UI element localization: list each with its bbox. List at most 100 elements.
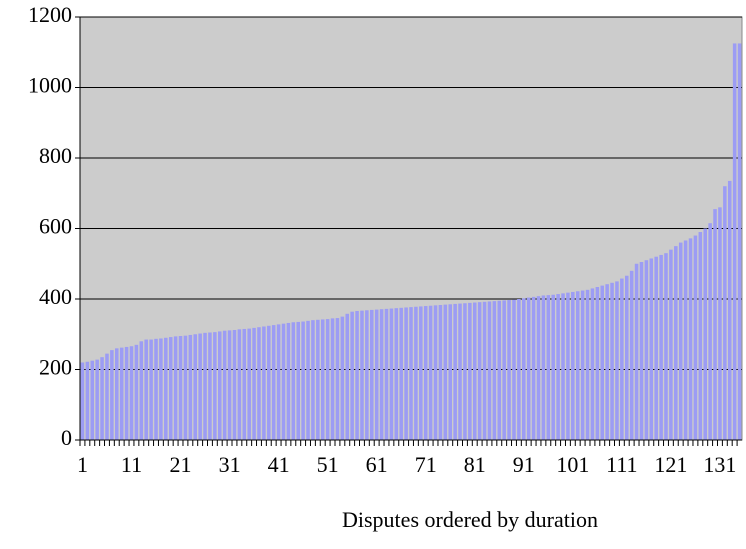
bar: [115, 348, 119, 440]
bar: [80, 362, 85, 440]
bar: [384, 308, 389, 440]
x-tick-label: 61: [366, 452, 388, 477]
bar: [154, 338, 158, 440]
bar: [311, 320, 315, 440]
bar: [389, 308, 394, 440]
bar: [247, 328, 251, 440]
bar: [252, 327, 256, 440]
bar: [296, 321, 300, 440]
bar: [129, 346, 134, 440]
bar: [149, 339, 153, 440]
bar: [571, 291, 575, 440]
bar: [522, 298, 526, 440]
bar: [678, 242, 683, 440]
bar: [110, 350, 114, 440]
x-tick-label: 121: [654, 452, 687, 477]
bar: [350, 311, 354, 440]
bar: [546, 295, 551, 440]
bar: [365, 310, 369, 440]
bar: [615, 281, 619, 440]
bar: [531, 296, 536, 440]
bar: [306, 320, 310, 440]
bar: [119, 347, 124, 440]
y-tick-label: 200: [39, 355, 72, 380]
bar: [536, 296, 541, 440]
bar: [610, 282, 614, 440]
x-tick-label: 111: [606, 452, 637, 477]
bar: [477, 302, 482, 440]
bar: [360, 310, 364, 440]
bar: [693, 235, 698, 440]
bar: [507, 300, 511, 440]
bar: [183, 335, 188, 440]
bar: [502, 300, 506, 440]
bar: [316, 319, 320, 440]
bar: [566, 292, 570, 440]
bar: [624, 275, 629, 440]
bar: [399, 307, 403, 440]
bar: [227, 330, 232, 440]
bar: [276, 324, 281, 440]
bar: [595, 287, 600, 440]
bar: [379, 309, 384, 440]
y-tick-label: 1000: [28, 73, 72, 98]
y-tick-label: 0: [61, 425, 72, 450]
bar: [472, 302, 477, 440]
bar: [629, 270, 634, 440]
bar: [203, 332, 207, 440]
bar: [340, 316, 345, 440]
bar: [173, 336, 178, 440]
bar: [222, 330, 227, 440]
bar: [664, 253, 668, 440]
bar: [492, 301, 497, 440]
bar: [355, 310, 359, 440]
bar: [237, 329, 242, 440]
bar: [448, 304, 452, 440]
bar: [271, 325, 276, 440]
bar: [164, 337, 168, 440]
bar: [213, 332, 217, 440]
bar: [654, 256, 658, 440]
bar: [409, 307, 413, 440]
bar: [419, 306, 423, 440]
bar: [737, 43, 742, 440]
x-tick-label: 51: [317, 452, 339, 477]
bar: [644, 260, 649, 440]
bar: [659, 254, 663, 440]
bar: [590, 288, 595, 440]
bar: [443, 304, 448, 440]
bar: [242, 328, 247, 440]
bar: [232, 330, 237, 440]
bar: [262, 326, 266, 440]
bar: [713, 209, 717, 440]
bar: [453, 303, 457, 440]
bar: [90, 360, 95, 440]
x-tick-label: 41: [268, 452, 290, 477]
bar: [257, 327, 261, 440]
bar: [605, 284, 609, 440]
y-tick-label: 600: [39, 214, 72, 239]
bar: [497, 300, 502, 440]
bar: [144, 339, 148, 440]
x-tick-label: 131: [703, 452, 736, 477]
bar: [512, 299, 516, 440]
bar: [585, 289, 590, 440]
bar: [482, 301, 487, 440]
bar: [727, 180, 732, 440]
bar: [193, 334, 198, 440]
bar: [374, 309, 379, 440]
x-tick-label: 91: [513, 452, 535, 477]
x-axis-label: Disputes ordered by duration: [342, 507, 598, 532]
bar: [669, 249, 673, 440]
bar: [428, 305, 433, 440]
bar: [134, 344, 139, 440]
bar: [301, 321, 305, 440]
bar: [600, 285, 605, 440]
bar: [580, 290, 585, 440]
bar: [267, 325, 271, 440]
bar: [634, 263, 639, 440]
bar: [732, 43, 737, 440]
bar: [688, 238, 693, 440]
bar: [423, 306, 428, 440]
